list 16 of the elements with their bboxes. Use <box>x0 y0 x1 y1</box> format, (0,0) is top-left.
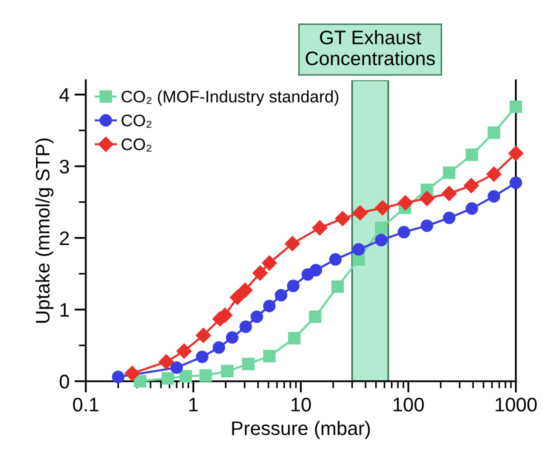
legend-label: CO₂ <box>122 138 152 152</box>
x-tick-label: 10 <box>291 398 311 412</box>
y-tick-label: 4 <box>59 88 70 102</box>
x-axis-title: Pressure (mbar) <box>232 420 370 439</box>
y-tick-label: 3 <box>60 160 69 174</box>
y-axis-title: Uptake (mmol/g STP) <box>35 138 54 323</box>
x-tick-label: 1000 <box>496 398 537 412</box>
legend-label: CO₂ (MOF-Industry standard) <box>122 90 338 106</box>
x-tick-label: 100 <box>394 398 424 412</box>
x-tick-label: 0.1 <box>73 398 98 412</box>
band-label: GT Exhaust Concentrations <box>306 30 435 66</box>
x-tick-label: 1 <box>189 398 198 412</box>
y-tick-label: 2 <box>60 231 69 245</box>
y-tick-label: 0 <box>60 374 70 388</box>
legend-label: CO₂ <box>122 114 152 128</box>
y-tick-label: 1 <box>60 303 69 317</box>
